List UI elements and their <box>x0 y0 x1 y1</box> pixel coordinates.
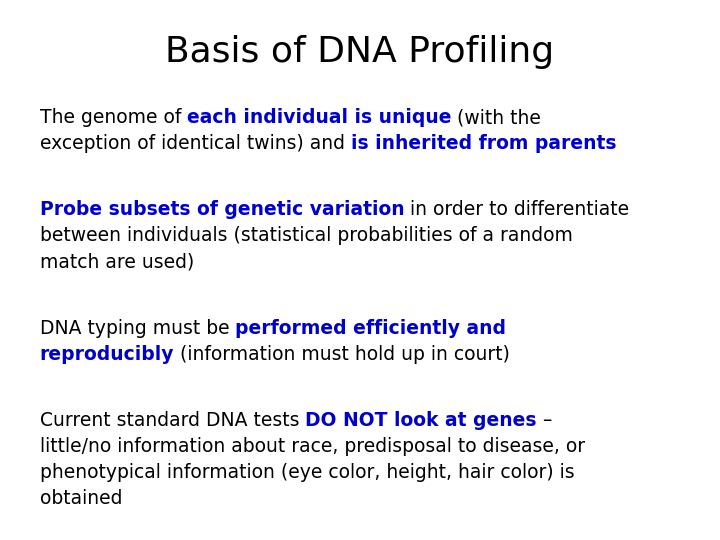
Text: –: – <box>536 411 552 430</box>
Text: DNA typing must be: DNA typing must be <box>40 319 235 338</box>
Text: reproducibly: reproducibly <box>40 345 174 363</box>
Text: DO NOT look at genes: DO NOT look at genes <box>305 411 536 430</box>
Text: each individual is unique: each individual is unique <box>187 108 451 127</box>
Text: little/no information about race, predisposal to disease, or: little/no information about race, predis… <box>40 437 585 456</box>
Text: Basis of DNA Profiling: Basis of DNA Profiling <box>166 35 554 69</box>
Text: obtained: obtained <box>40 489 122 508</box>
Text: The genome of: The genome of <box>40 108 187 127</box>
Text: between individuals (statistical probabilities of a random: between individuals (statistical probabi… <box>40 226 572 245</box>
Text: Current standard DNA tests: Current standard DNA tests <box>40 411 305 430</box>
Text: exception of identical twins) and: exception of identical twins) and <box>40 134 351 153</box>
Text: in order to differentiate: in order to differentiate <box>404 200 629 219</box>
Text: phenotypical information (eye color, height, hair color) is: phenotypical information (eye color, hei… <box>40 463 575 482</box>
Text: performed efficiently and: performed efficiently and <box>235 319 506 338</box>
Text: (with the: (with the <box>451 108 541 127</box>
Text: is inherited from parents: is inherited from parents <box>351 134 616 153</box>
Text: match are used): match are used) <box>40 252 194 271</box>
Text: Probe subsets of genetic variation: Probe subsets of genetic variation <box>40 200 404 219</box>
Text: (information must hold up in court): (information must hold up in court) <box>174 345 510 363</box>
